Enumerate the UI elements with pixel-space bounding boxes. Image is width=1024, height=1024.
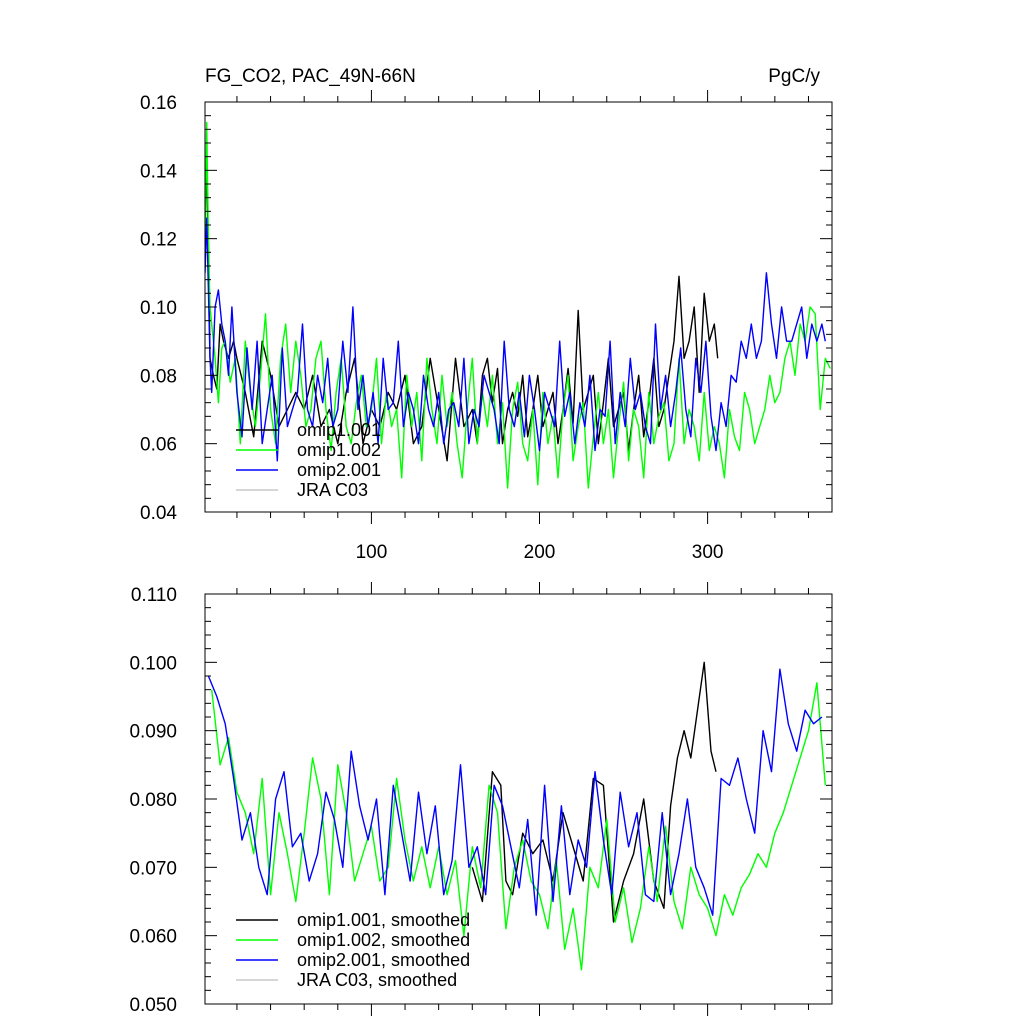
y-tick-label: 0.04 [140,503,177,524]
y-tick-label: 0.070 [129,858,177,879]
legend-label: JRA C03, smoothed [297,970,457,990]
y-tick-label: 0.14 [140,161,177,182]
series-line-omip1-001-smoothed [471,661,717,923]
chart-units: PgC/y [768,66,820,87]
y-tick-label: 0.060 [129,927,177,948]
x-tick-label: 300 [692,542,724,563]
x-tick-label: 200 [524,542,556,563]
series-line-omip2-001-smoothed [207,668,823,916]
bottom-panel: 0.050 0.060 0.070 0.080 0.090 0.100 0.110 omip1… [129,582,833,1016]
series-line-omip2-001 [205,217,826,462]
legend-label: omip1.001 [297,420,381,440]
series-line-omip1-002-smoothed [211,682,826,971]
y-tick-label: 0.090 [129,722,177,743]
legend-label: omip2.001, smoothed [297,950,470,970]
legend-label: omip2.001 [297,460,381,480]
y-tick-label: 0.16 [140,93,177,114]
legend-label: omip1.002, smoothed [297,930,470,950]
y-tick-label: 0.12 [140,230,177,251]
y-tick-label: 0.06 [140,435,177,456]
legend-label: JRA C03 [297,480,368,500]
y-tick-label: 0.10 [140,298,177,319]
y-tick-label: 0.080 [129,790,177,811]
y-tick-label: 0.050 [129,995,177,1016]
y-tick-label: 0.110 [131,585,177,606]
series-line-omip1-001 [205,169,719,462]
top-panel: 0.04 0.06 0.08 0.10 0.12 0.14 0.16 100 200 300 omi… [140,90,833,563]
series-line-omip1-002 [205,121,831,489]
legend-label: omip1.001, smoothed [297,910,470,930]
chart-title: FG_CO2, PAC_49N-66N [205,66,416,87]
y-tick-label: 0.100 [129,653,177,674]
y-tick-label: 0.08 [140,366,177,387]
x-tick-label: 100 [356,542,388,563]
legend-label: omip1.002 [297,440,381,460]
